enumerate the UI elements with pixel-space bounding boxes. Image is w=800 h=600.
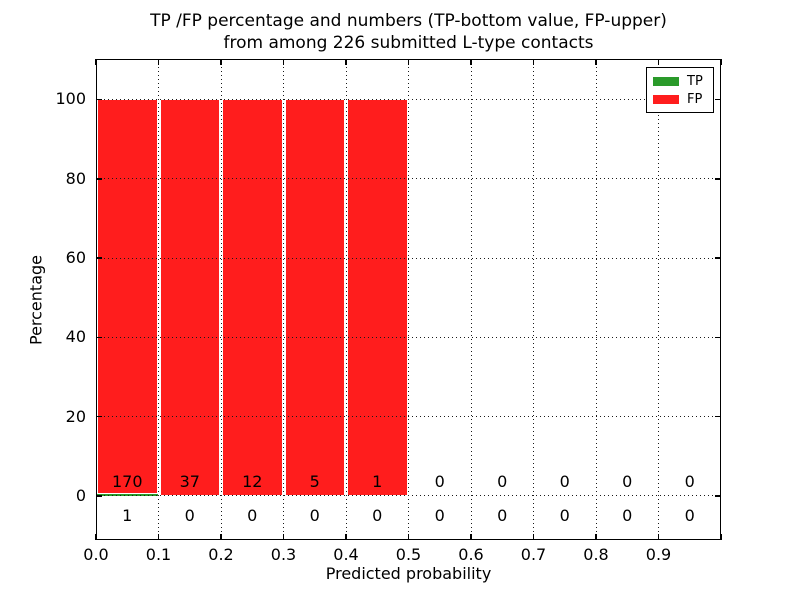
chart-title: TP /FP percentage and numbers (TP-bottom… (96, 10, 721, 54)
x-tick-mark (720, 534, 722, 540)
fp-bar (159, 99, 220, 496)
x-tick-mark (720, 59, 722, 65)
v-gridline (220, 59, 222, 540)
fp-count-annotation: 170 (111, 471, 143, 491)
v-gridline (408, 59, 409, 540)
x-tick-mark (407, 534, 410, 540)
tp-count-annotation: 0 (184, 505, 195, 525)
y-tick-label: 80 (65, 168, 86, 188)
fp-count-annotation: 0 (684, 471, 695, 491)
tp-count-annotation: 1 (122, 505, 133, 525)
x-tick-mark (220, 534, 222, 540)
fp-count-annotation: 0 (622, 471, 633, 491)
tp-count-annotation: 0 (684, 505, 695, 525)
v-gridline (658, 59, 659, 540)
x-tick-label: 0.7 (520, 545, 547, 564)
x-tick-mark (95, 59, 97, 65)
v-gridline (533, 59, 534, 540)
fp-count-annotation: 0 (497, 471, 508, 491)
x-tick-mark (345, 59, 347, 65)
tp-count-annotation: 0 (622, 505, 633, 525)
y-tick-label: 0 (75, 485, 86, 505)
x-tick-label: 0.9 (645, 545, 672, 564)
y-tick-mark (715, 257, 721, 259)
x-tick-mark (282, 59, 285, 65)
x-tick-mark (470, 59, 472, 65)
x-tick-mark (282, 534, 285, 540)
x-tick-mark (657, 59, 660, 65)
y-tick-mark (96, 257, 102, 259)
y-tick-label: 40 (65, 327, 86, 347)
x-tick-mark (407, 59, 410, 65)
fp-legend-swatch (653, 94, 679, 104)
v-gridline (470, 59, 472, 540)
fp-count-annotation: 5 (309, 471, 320, 491)
plot-area: 170 1 37 0 12 0 5 0 1 0 0 0 0 0 0 0 0 0 0 0 (95, 59, 722, 540)
y-tick-label: 20 (65, 406, 86, 426)
v-gridline (595, 59, 597, 540)
tp-legend-swatch (653, 76, 679, 86)
y-tick-mark (96, 336, 102, 339)
x-tick-label: 0.0 (83, 545, 109, 564)
fp-count-annotation: 1 (372, 471, 383, 491)
tp-count-annotation: 0 (309, 505, 320, 525)
x-tick-mark (532, 534, 535, 540)
x-tick-mark (157, 534, 160, 540)
x-tick-label: 0.3 (270, 545, 297, 564)
tp-count-annotation: 0 (559, 505, 570, 525)
tp-count-annotation: 0 (247, 505, 258, 525)
x-axis-label: Predicted probability (325, 564, 492, 583)
fp-legend-label: FP (687, 91, 703, 107)
y-tick-mark (715, 495, 721, 497)
y-tick-mark (715, 178, 721, 180)
tp-count-annotation: 0 (434, 505, 445, 525)
chart-title-line2: from among 226 submitted L-type contacts (223, 33, 594, 53)
x-tick-mark (220, 59, 222, 65)
x-tick-label: 0.8 (583, 545, 609, 564)
x-tick-mark (595, 534, 597, 540)
tp-count-annotation: 0 (497, 505, 508, 525)
x-tick-mark (345, 534, 347, 540)
x-tick-mark (532, 59, 535, 65)
legend: TP FP (646, 67, 714, 113)
x-tick-mark (657, 534, 660, 540)
x-tick-mark (157, 59, 160, 65)
y-tick-mark (715, 415, 721, 418)
fp-bar (347, 99, 408, 496)
v-gridline (283, 59, 284, 540)
fp-count-annotation: 37 (179, 471, 200, 491)
tp-legend-label: TP (687, 73, 703, 89)
y-tick-mark (715, 98, 721, 101)
y-tick-mark (96, 178, 102, 180)
legend-row-tp: TP (653, 75, 707, 88)
fp-count-annotation: 0 (434, 471, 445, 491)
v-gridline (345, 59, 347, 540)
y-tick-label: 100 (55, 89, 86, 109)
x-tick-label: 0.6 (458, 545, 484, 564)
fp-count-annotation: 12 (242, 471, 263, 491)
x-tick-mark (95, 534, 97, 540)
v-gridline (158, 59, 159, 540)
legend-row-fp: FP (653, 93, 707, 106)
fp-bar (222, 99, 283, 496)
chart-title-line1: TP /FP percentage and numbers (TP-bottom… (150, 11, 667, 31)
x-tick-label: 0.1 (145, 545, 172, 564)
y-tick-mark (96, 495, 102, 497)
fp-count-annotation: 0 (559, 471, 570, 491)
x-tick-label: 0.5 (395, 545, 422, 564)
tp-count-annotation: 0 (372, 505, 383, 525)
x-tick-mark (595, 59, 597, 65)
x-tick-label: 0.2 (208, 545, 234, 564)
y-tick-mark (96, 98, 102, 101)
tp-bar (97, 493, 158, 496)
x-tick-mark (470, 534, 472, 540)
y-tick-mark (96, 415, 102, 418)
fp-bar (284, 99, 345, 496)
y-tick-label: 60 (65, 248, 86, 268)
x-tick-label: 0.4 (333, 545, 359, 564)
y-tick-mark (715, 336, 721, 339)
fp-bar (97, 99, 158, 494)
